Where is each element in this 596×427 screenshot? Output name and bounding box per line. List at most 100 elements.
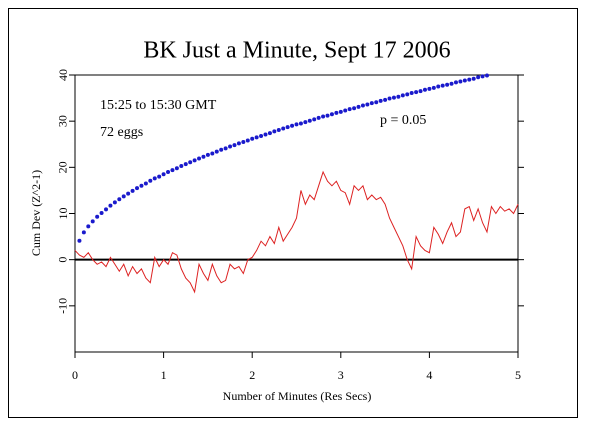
- envelope-dot: [329, 112, 334, 117]
- envelope-dot: [228, 144, 233, 149]
- y-tick-label: 20: [56, 161, 70, 173]
- envelope-dot: [307, 118, 312, 123]
- envelope-dot: [312, 117, 317, 122]
- y-tick-label: 40: [56, 69, 70, 81]
- envelope-dot: [241, 139, 246, 144]
- envelope-dot: [130, 188, 135, 193]
- envelope-dot: [440, 83, 445, 88]
- x-tick-label: 2: [249, 368, 255, 382]
- envelope-dot: [201, 154, 206, 159]
- envelope-dot: [369, 101, 374, 106]
- envelope-dot: [139, 183, 144, 188]
- envelope-dot: [276, 127, 281, 132]
- envelope-dot: [272, 129, 277, 134]
- envelope-dot: [431, 85, 436, 90]
- envelope-dot: [405, 92, 410, 97]
- envelope-dot: [197, 156, 202, 161]
- envelope-dot: [77, 238, 82, 243]
- frame: [8, 8, 578, 418]
- envelope-dot: [259, 133, 264, 138]
- envelope-dot: [90, 219, 95, 224]
- envelope-dot: [467, 77, 472, 82]
- envelope-dot: [188, 160, 193, 165]
- envelope-dot: [219, 147, 224, 152]
- envelope-dot: [170, 168, 175, 173]
- envelope-dot: [157, 174, 162, 179]
- envelope-dot: [418, 89, 423, 94]
- envelope-dot: [458, 79, 463, 84]
- envelope-dot: [112, 200, 117, 205]
- envelope-dot: [245, 138, 250, 143]
- envelope-dot: [166, 169, 171, 174]
- envelope-dot: [192, 158, 197, 163]
- envelope-dot: [285, 125, 290, 130]
- annotation: p = 0.05: [380, 113, 426, 128]
- envelope-dot: [462, 78, 467, 83]
- envelope-dot: [161, 172, 166, 177]
- envelope-dot: [445, 82, 450, 87]
- envelope-dot: [290, 123, 295, 128]
- envelope-dot: [95, 214, 100, 219]
- envelope-dot: [476, 75, 481, 80]
- envelope-dot: [356, 104, 361, 109]
- envelope-dot: [263, 132, 268, 137]
- envelope-dot: [143, 181, 148, 186]
- envelope-dot: [400, 93, 405, 98]
- plot-area: [74, 74, 519, 353]
- envelope-dot: [281, 126, 286, 131]
- envelope-dot: [396, 94, 401, 99]
- envelope-dot: [214, 149, 219, 154]
- envelope-dot: [232, 143, 237, 148]
- y-tick-label: 30: [56, 115, 70, 127]
- envelope-dot: [99, 211, 104, 216]
- chart-title: BK Just a Minute, Sept 17 2006: [143, 38, 450, 64]
- envelope-dot: [453, 80, 458, 85]
- envelope-dot: [303, 120, 308, 125]
- envelope-dot: [484, 73, 489, 78]
- envelope-dot: [294, 122, 299, 127]
- envelope-dot: [365, 102, 370, 107]
- envelope-dot: [267, 131, 272, 136]
- envelope-dot: [343, 108, 348, 113]
- envelope-dot: [347, 107, 352, 112]
- x-axis-label: Number of Minutes (Res Secs): [223, 389, 372, 403]
- envelope-dot: [250, 136, 255, 141]
- envelope-dot: [86, 224, 91, 229]
- envelope-dot: [254, 135, 259, 140]
- envelope-dot: [383, 97, 388, 102]
- x-tick-label: 0: [72, 368, 78, 382]
- envelope-dot: [321, 114, 326, 119]
- envelope-dot: [236, 141, 241, 146]
- y-axis-label: Cum Dev (Z^2-1): [29, 170, 43, 256]
- envelope-dot: [223, 146, 228, 151]
- envelope-dot: [338, 109, 343, 114]
- envelope-dot: [126, 191, 131, 196]
- envelope-dot: [174, 166, 179, 171]
- envelope-dot: [449, 81, 454, 86]
- envelope-dot: [352, 106, 357, 111]
- envelope-dot: [148, 178, 153, 183]
- envelope-dot: [378, 98, 383, 103]
- data-line: [74, 170, 519, 294]
- envelope-dot: [81, 230, 86, 235]
- envelope-dot: [316, 115, 321, 120]
- envelope-dot: [298, 121, 303, 126]
- y-tick-label: 0: [56, 257, 70, 263]
- envelope-dot: [409, 91, 414, 96]
- annotation: 72 eggs: [100, 125, 143, 140]
- envelope-dot: [471, 76, 476, 81]
- envelope-dot: [135, 186, 140, 191]
- x-tick-label: 4: [426, 368, 432, 382]
- y-tick-label: 10: [56, 208, 70, 220]
- envelope-dot: [427, 86, 432, 91]
- envelope-dot: [117, 197, 122, 202]
- x-tick-label: 3: [338, 368, 344, 382]
- envelope-dot: [436, 84, 441, 89]
- x-tick-label: 5: [515, 368, 521, 382]
- envelope-dot: [387, 96, 392, 101]
- envelope-dot: [121, 194, 126, 199]
- envelope-dot: [334, 110, 339, 115]
- envelope-dot: [374, 100, 379, 105]
- envelope-dot: [183, 162, 188, 167]
